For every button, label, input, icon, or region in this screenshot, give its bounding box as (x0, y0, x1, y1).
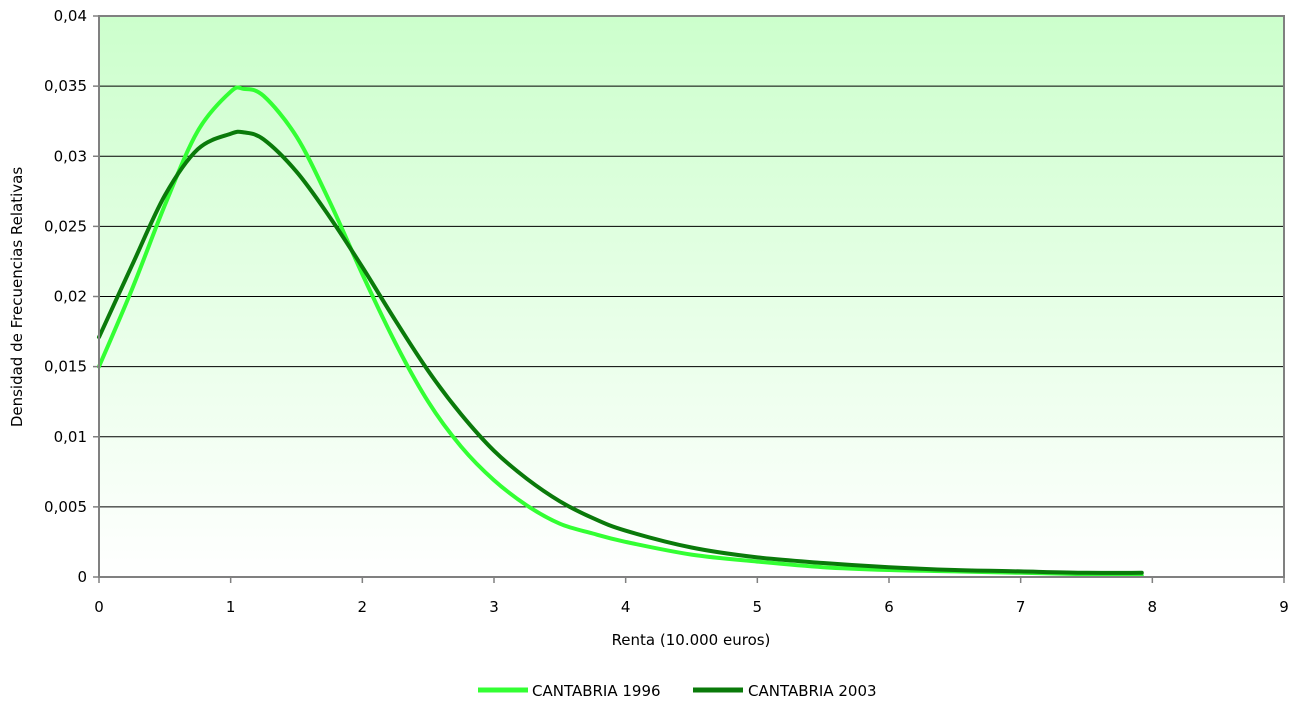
series-lines (97, 85, 1144, 578)
x-tick-label: 0 (94, 598, 104, 616)
y-tick-label: 0,015 (44, 358, 87, 376)
x-tick-label: 1 (226, 598, 236, 616)
y-tick-label: 0,01 (54, 428, 87, 446)
y-tick-label: 0,02 (54, 288, 87, 306)
y-tick-label: 0 (77, 568, 87, 586)
y-tick-label: 0,005 (44, 498, 87, 516)
x-tick-label: 3 (489, 598, 499, 616)
x-tick-label: 6 (884, 598, 894, 616)
x-axis-ticks: 0 1 2 3 4 5 6 7 8 9 (94, 577, 1289, 616)
legend-label-2: CANTABRIA 2003 (748, 682, 877, 700)
x-tick-label: 2 (358, 598, 368, 616)
y-axis-title: Densidad de Frecuencias Relativas (8, 167, 26, 428)
y-tick-label: 0,035 (44, 77, 87, 95)
legend-label-1: CANTABRIA 1996 (532, 682, 661, 700)
x-tick-label: 8 (1148, 598, 1158, 616)
x-tick-label: 5 (753, 598, 763, 616)
series-line-1 (97, 85, 1144, 578)
x-axis-title: Renta (10.000 euros) (612, 631, 771, 649)
y-axis-ticks: 0 0,005 0,01 0,015 0,02 0,025 0,03 0,035 0,04 (44, 7, 99, 586)
series-line-2 (97, 129, 1144, 575)
x-tick-label: 9 (1279, 598, 1289, 616)
y-tick-label: 0,025 (44, 217, 87, 235)
x-tick-label: 4 (621, 598, 631, 616)
x-tick-label: 7 (1016, 598, 1026, 616)
legend: CANTABRIA 1996 CANTABRIA 2003 (478, 682, 877, 700)
y-tick-label: 0,04 (54, 7, 87, 25)
y-tick-label: 0,03 (54, 147, 87, 165)
